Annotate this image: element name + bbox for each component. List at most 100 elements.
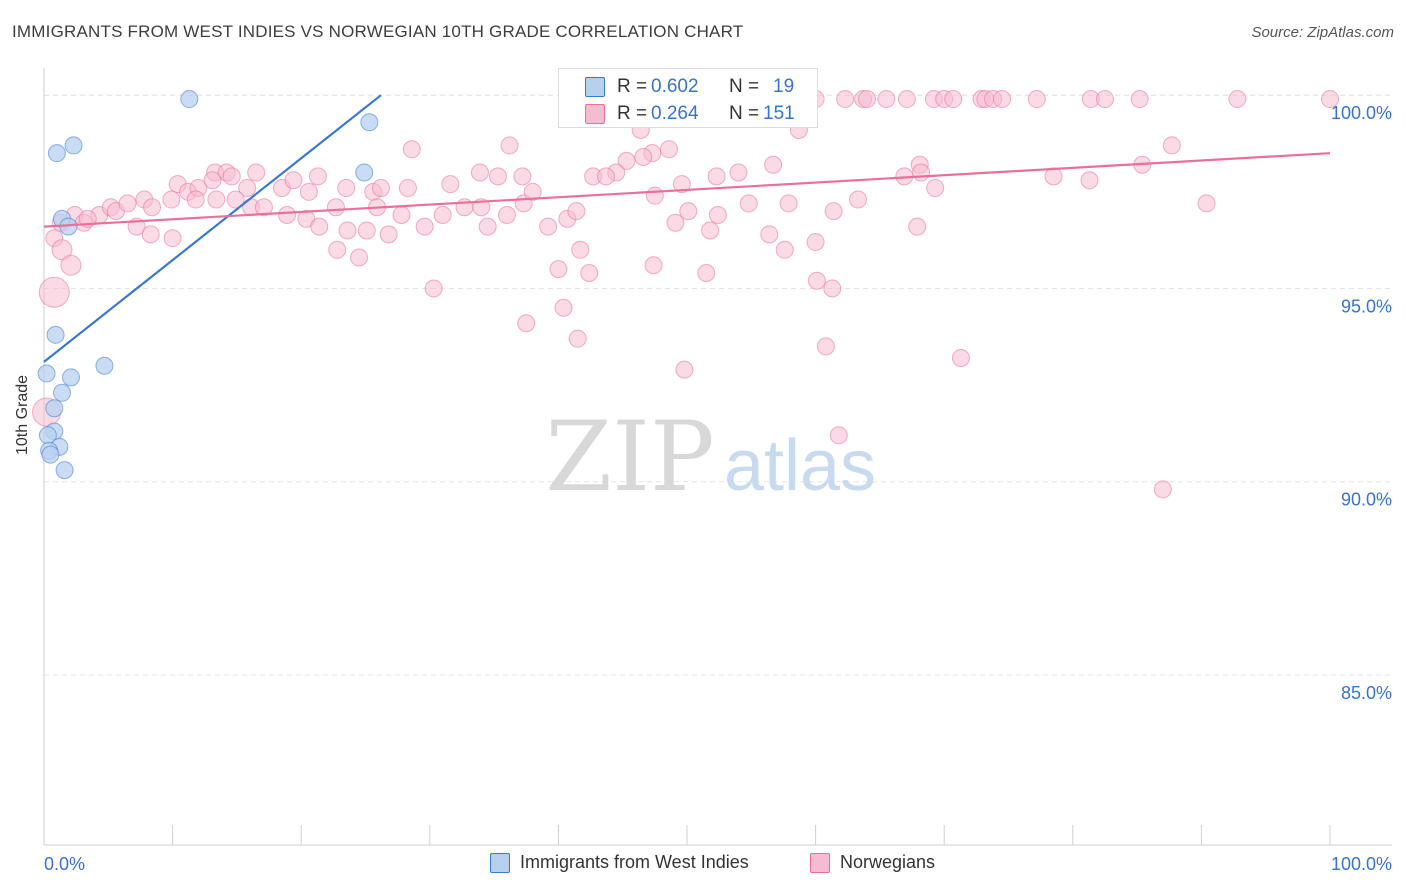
west-indies-point [355, 163, 374, 182]
norwegians-point [1130, 90, 1149, 109]
norwegians-point [350, 248, 369, 267]
norwegians-point [836, 90, 855, 109]
norwegians-point [697, 263, 716, 282]
norwegians-point [775, 240, 794, 259]
legend-r-label: R = [617, 103, 648, 124]
norwegians-point [823, 279, 842, 298]
norwegians-point [517, 314, 536, 333]
norwegians-point [371, 178, 390, 197]
norwegians-point [308, 167, 327, 186]
west-indies-point [41, 445, 60, 464]
norwegians-point [51, 239, 73, 261]
y-tick-label: 90.0% [1341, 490, 1392, 510]
y-tick-label: 100.0% [1331, 103, 1392, 123]
norwegians-point [1027, 90, 1046, 109]
norwegians-point [779, 194, 798, 213]
norwegians-point [163, 229, 182, 248]
legend-n-value: 19 [773, 76, 795, 97]
x-tick-label: 0.0% [44, 854, 85, 874]
norwegians-point [207, 190, 226, 209]
y-tick-label: 95.0% [1341, 296, 1392, 316]
norwegians-point [539, 217, 558, 236]
norwegians-point [392, 206, 411, 225]
legend-row-norwegians: R = 0.264 N = 151 [585, 102, 805, 126]
legend-r-value: 0.264 [651, 103, 699, 124]
norwegians-point [222, 167, 241, 186]
norwegians-point [567, 202, 586, 221]
norwegians-point [143, 198, 162, 217]
west-indies-point [53, 383, 72, 402]
bottom-legend-label-west-indies: Immigrants from West Indies [520, 852, 749, 872]
west-indies-point [180, 90, 199, 109]
watermark: ZIP atlas [545, 401, 876, 513]
norwegians-point [1153, 480, 1172, 499]
norwegians-point [897, 90, 916, 109]
norwegians-point [571, 240, 590, 259]
norwegians-point [1080, 171, 1099, 190]
norwegians-point [379, 225, 398, 244]
y-axis-label: 10th Grade [14, 374, 31, 455]
west-indies-point [46, 325, 65, 344]
bottom-legend-west-indies: Immigrants from West Indies [490, 852, 749, 873]
watermark-atlas: atlas [724, 426, 876, 506]
norwegians-point [666, 213, 685, 232]
norwegians-point [299, 182, 318, 201]
legend-n-value: 151 [763, 103, 795, 124]
west-indies-point [62, 368, 81, 387]
norwegians-point [162, 190, 181, 209]
norwegians-point [470, 163, 489, 182]
norwegians-point [247, 163, 266, 182]
norwegians-points [32, 90, 1339, 499]
norwegians-point [549, 260, 568, 279]
bottom-legend-swatch-blue [490, 852, 510, 873]
norwegians-point [764, 155, 783, 174]
norwegians-point [226, 190, 245, 209]
norwegians-point [912, 163, 931, 182]
legend-r-value: 0.602 [651, 76, 699, 97]
west-indies-trend-line [43, 94, 382, 363]
west-indies-point [37, 364, 56, 383]
norwegians-point [679, 202, 698, 221]
norwegians-point [523, 182, 542, 201]
norwegians-point [278, 206, 297, 225]
norwegians-point [729, 163, 748, 182]
norwegians-point [644, 256, 663, 275]
norwegians-point [478, 217, 497, 236]
source-label: Source: ZipAtlas.com [1251, 24, 1394, 41]
y-tick-label: 85.0% [1341, 683, 1392, 703]
west-indies-points [37, 90, 379, 480]
norwegians-point [807, 271, 826, 290]
norwegians-point [944, 90, 963, 109]
norwegians-point [238, 178, 257, 197]
norwegians-point [634, 148, 653, 167]
norwegians-point [415, 217, 434, 236]
bottom-legend-swatch-pink [810, 852, 830, 873]
norwegians-point [645, 186, 664, 205]
norwegians-point [858, 90, 877, 109]
norwegians-point [441, 175, 460, 194]
norwegians-point [1197, 194, 1216, 213]
norwegians-point [659, 140, 678, 159]
norwegians-point [1228, 90, 1247, 109]
bottom-legend-label-norwegians: Norwegians [840, 852, 936, 872]
norwegians-point [472, 198, 491, 217]
norwegians-point [806, 233, 825, 252]
norwegians-point [554, 298, 573, 317]
west-indies-point [64, 136, 83, 155]
norwegians-point [60, 254, 82, 276]
west-indies-point [45, 399, 64, 418]
west-indies-point [95, 356, 114, 375]
norwegians-point [326, 198, 345, 217]
norwegians-point [951, 349, 970, 368]
norwegians-point [338, 221, 357, 240]
norwegians-point [497, 206, 516, 225]
norwegians-point [500, 136, 519, 155]
norwegians-point [824, 202, 843, 221]
legend-r-label: R = [617, 76, 648, 97]
norwegians-point [186, 190, 205, 209]
norwegians-point [816, 337, 835, 356]
legend-n-label: N = [729, 76, 760, 97]
norwegians-point [993, 90, 1012, 109]
tick-labels: 85.0% 90.0% 95.0% 100.0% 0.0% 100.0% [44, 103, 1392, 874]
norwegians-point [877, 90, 896, 109]
